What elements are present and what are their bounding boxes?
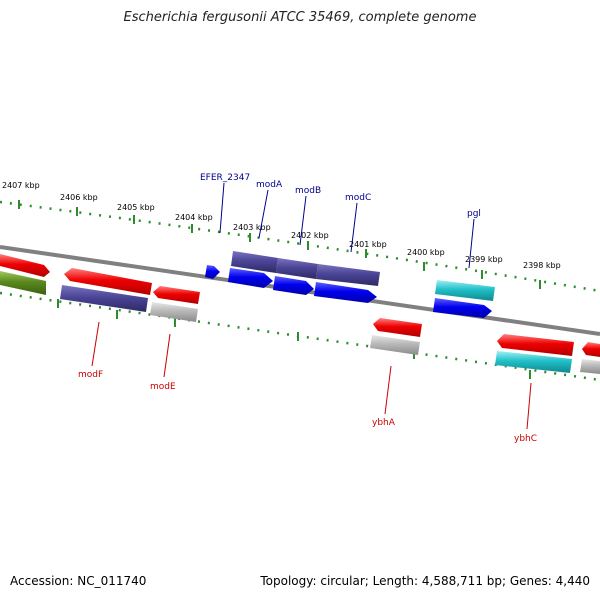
gene-arrow-red[interactable] [153,286,200,304]
gene-label-moda[interactable]: modA [256,180,283,190]
tick-label: 2399 kbp [465,255,503,264]
gene-arrow-grey[interactable] [370,335,420,355]
gene-arrow-cyan[interactable] [435,280,495,301]
tick-label: 2398 kbp [523,261,561,270]
gene-arrow-olive[interactable] [0,271,46,295]
gene-label-ybhc[interactable]: ybhC [514,434,537,444]
tick-label: 2406 kbp [60,193,98,202]
accession-label: Accession: NC_011740 [10,574,147,588]
genome-title: Escherichia fergusonii ATCC 35469, compl… [123,10,477,25]
gene-label-ybha[interactable]: ybhA [372,418,396,428]
gene-label-pgl[interactable]: pgl [467,209,481,219]
topology-label: Topology: circular; Length: 4,588,711 bp… [260,574,590,588]
gene-arrow-red[interactable] [0,254,50,277]
gene-labels-top: EFER_2347 modA modB modC pgl [200,173,481,269]
tick-label: 2405 kbp [117,203,155,212]
gene-arrow-cyan[interactable] [495,351,572,373]
gene-arrow-blue[interactable] [314,282,377,303]
gene-arrow-blue[interactable] [228,268,273,288]
gene-arrow-slate[interactable] [316,264,380,286]
gene-arrow-red[interactable] [64,268,152,295]
gene-arrow-red[interactable] [373,318,422,337]
gene-arrow-red[interactable] [497,334,574,356]
gene-label-mode[interactable]: modE [150,382,176,392]
gene-arrow-blue[interactable] [273,276,314,295]
gene-arrow-blue[interactable] [205,265,220,279]
tick-label: 2400 kbp [407,248,445,257]
tick-label: 2407 kbp [2,181,40,190]
gene-arrow-slate[interactable] [60,285,148,312]
gene-arrow-blue[interactable] [433,298,492,318]
gene-arrow-grey[interactable] [150,302,198,322]
gene-label-modb[interactable]: modB [295,186,321,196]
tick-label: 2402 kbp [291,231,329,240]
gene-arrow-red[interactable] [582,342,600,357]
genes-inner [370,318,600,374]
tick-label: 2403 kbp [233,223,271,232]
gene-labels-bottom: modF modE ybhA ybhC [78,321,537,444]
tick-ruler-top [0,200,600,293]
genes-outer [0,251,495,322]
gene-label-modf[interactable]: modF [78,370,103,380]
tick-labels: 2407 kbp 2406 kbp 2405 kbp 2404 kbp 2403… [2,181,561,270]
tick-label: 2401 kbp [349,240,387,249]
gene-arrow-slate[interactable] [231,251,278,273]
tick-label: 2404 kbp [175,213,213,222]
gene-label-efer-2347[interactable]: EFER_2347 [200,173,250,183]
gene-arrow-grey[interactable] [580,359,600,374]
gene-label-modc[interactable]: modC [345,193,371,203]
gene-arrow-slate[interactable] [276,258,318,279]
